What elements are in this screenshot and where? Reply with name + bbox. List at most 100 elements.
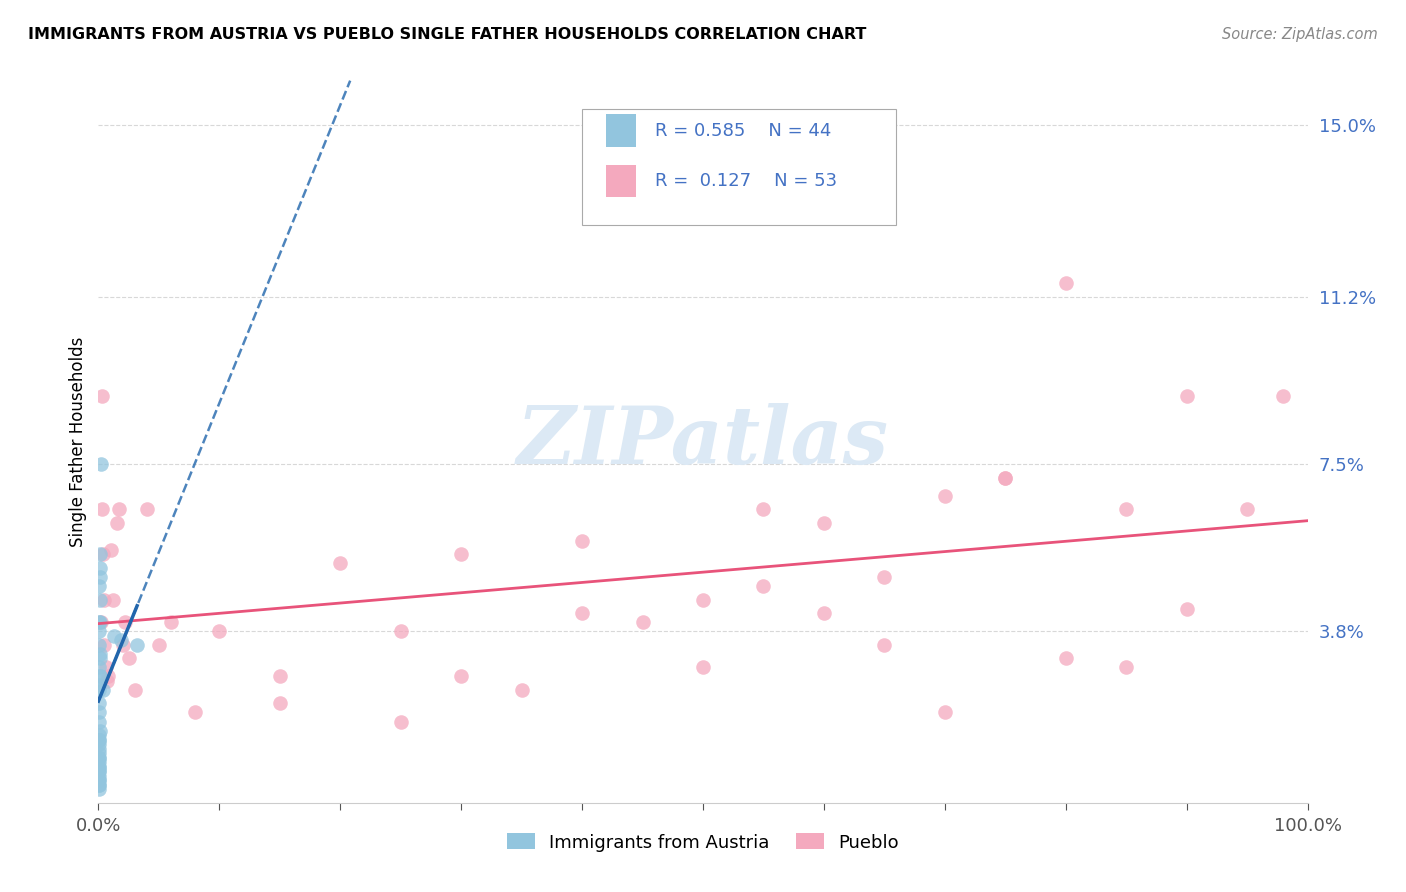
Point <box>127 638 149 652</box>
Point <box>87 737 110 751</box>
Point <box>87 697 110 711</box>
Point <box>89 669 111 683</box>
Point <box>110 633 132 648</box>
Point <box>135 502 157 516</box>
Point <box>87 760 110 774</box>
Point <box>571 533 593 548</box>
Point <box>89 548 111 562</box>
Point <box>160 615 183 630</box>
Point <box>87 732 110 747</box>
Point <box>87 732 110 747</box>
Point <box>87 760 110 774</box>
Point <box>108 502 131 516</box>
Point <box>450 669 472 683</box>
Point <box>1175 389 1198 403</box>
Point <box>87 615 110 630</box>
Text: R =  0.127    N = 53: R = 0.127 N = 53 <box>655 172 837 190</box>
Point <box>97 669 120 683</box>
Point <box>87 624 110 639</box>
Text: IMMIGRANTS FROM AUSTRIA VS PUEBLO SINGLE FATHER HOUSEHOLDS CORRELATION CHART: IMMIGRANTS FROM AUSTRIA VS PUEBLO SINGLE… <box>28 27 866 42</box>
Point <box>87 750 110 764</box>
Point <box>752 579 775 593</box>
Point <box>87 782 110 797</box>
Point <box>934 706 956 720</box>
Point <box>1175 601 1198 615</box>
Point <box>389 714 412 729</box>
Point <box>94 660 117 674</box>
Point <box>87 755 110 769</box>
Point <box>87 778 110 792</box>
Point <box>87 764 110 779</box>
Point <box>124 682 146 697</box>
Point <box>101 592 124 607</box>
Point <box>87 769 110 783</box>
Point <box>87 773 110 788</box>
Point <box>813 516 835 530</box>
Point <box>87 638 110 652</box>
Point <box>89 723 111 738</box>
Point <box>1272 389 1295 403</box>
Point <box>87 706 110 720</box>
Point <box>91 548 114 562</box>
Point <box>269 697 291 711</box>
Point <box>148 638 170 652</box>
Point <box>87 778 110 792</box>
Point <box>873 638 896 652</box>
Point <box>89 669 111 683</box>
Point <box>1115 660 1137 674</box>
Point <box>934 489 956 503</box>
Point <box>89 570 111 584</box>
Legend: Immigrants from Austria, Pueblo: Immigrants from Austria, Pueblo <box>501 826 905 859</box>
Point <box>89 615 111 630</box>
Point <box>89 561 111 575</box>
Point <box>692 592 714 607</box>
Point <box>91 389 114 403</box>
Point <box>87 741 110 756</box>
Point <box>1054 651 1077 665</box>
Point <box>1236 502 1258 516</box>
FancyBboxPatch shape <box>582 109 897 225</box>
Point <box>450 548 472 562</box>
Point <box>571 606 593 620</box>
Point <box>184 706 207 720</box>
Point <box>87 579 110 593</box>
Point <box>1054 277 1077 291</box>
Point <box>994 471 1017 485</box>
Point <box>118 651 141 665</box>
Point <box>91 682 114 697</box>
Point <box>752 502 775 516</box>
Point <box>692 660 714 674</box>
Point <box>103 629 125 643</box>
Point <box>105 516 128 530</box>
Point <box>90 615 112 630</box>
Point <box>87 678 110 692</box>
Point <box>1115 502 1137 516</box>
Point <box>87 764 110 779</box>
Point <box>96 673 118 688</box>
Point <box>90 457 112 471</box>
Text: R = 0.585    N = 44: R = 0.585 N = 44 <box>655 122 831 140</box>
Point <box>389 624 412 639</box>
Point <box>93 638 115 652</box>
Y-axis label: Single Father Households: Single Father Households <box>69 336 87 547</box>
Point <box>87 773 110 788</box>
Point <box>89 592 111 607</box>
Point <box>91 502 114 516</box>
Point <box>813 606 835 620</box>
Point <box>89 651 111 665</box>
Point <box>100 542 122 557</box>
Point <box>631 615 654 630</box>
Point <box>87 746 110 760</box>
Point <box>87 728 110 742</box>
Point <box>873 570 896 584</box>
Point <box>510 682 533 697</box>
Point <box>87 682 110 697</box>
Point <box>329 557 352 571</box>
Point <box>93 592 115 607</box>
Text: ZIPatlas: ZIPatlas <box>517 403 889 480</box>
Point <box>87 714 110 729</box>
FancyBboxPatch shape <box>606 114 637 147</box>
Point <box>269 669 291 683</box>
Point <box>114 615 136 630</box>
Point <box>87 660 110 674</box>
